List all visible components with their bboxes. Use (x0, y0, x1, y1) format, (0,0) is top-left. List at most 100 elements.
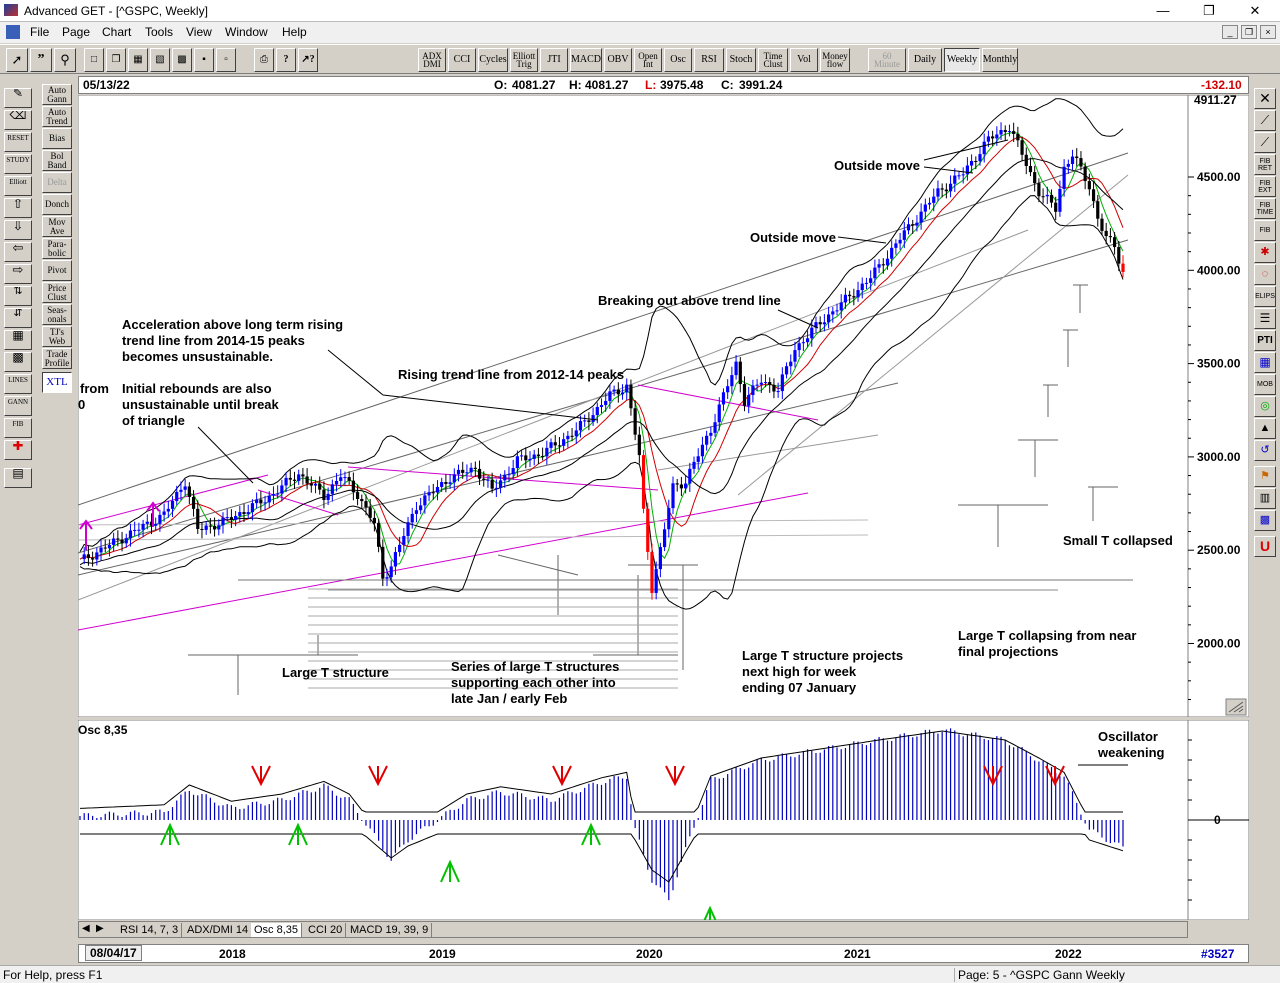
indicator-time-clust-button[interactable]: Time Clust (758, 48, 788, 72)
indicator-elliott-trig-button[interactable]: Elliott Trig (510, 48, 538, 72)
arrow-up-button[interactable]: ⇧ (4, 198, 32, 218)
fib-tool-button[interactable]: FIB (4, 418, 32, 438)
help-context-button[interactable]: ” (30, 48, 52, 72)
copy-page-button[interactable]: ❐ (106, 48, 126, 72)
study-bias-button[interactable]: Bias (42, 128, 72, 149)
menu-help[interactable]: Help (282, 25, 307, 39)
study-tjs-web-button[interactable]: TJ's Web (42, 326, 72, 347)
expand-button[interactable]: ⇵ (4, 308, 32, 328)
right-line-button[interactable]: ⟋ (1254, 110, 1276, 131)
grid-button[interactable]: ▦ (4, 330, 32, 350)
restore-button[interactable]: ❐ (1203, 3, 1215, 18)
reset-tool-button[interactable]: RESET (4, 132, 32, 152)
notes-button[interactable]: ▤ (4, 468, 32, 488)
zoom-button[interactable]: ⚲ (54, 48, 76, 72)
price-chart[interactable]: 4911.27 4500.00 4000.00 3500.00 3000.00 2500.… (78, 95, 1249, 717)
fib-fan-button[interactable]: ✱ (1254, 242, 1276, 263)
lines-tool-button[interactable]: LINES (4, 374, 32, 394)
crosshair-button[interactable]: ✚ (4, 440, 32, 460)
menu-view[interactable]: View (186, 25, 212, 39)
gann-tool-button[interactable]: GANN (4, 396, 32, 416)
tab-osc[interactable]: Osc 8,35 (251, 923, 303, 937)
period-monthly-button[interactable]: Monthly (982, 48, 1018, 72)
fib-ret-button[interactable]: FIB RET (1254, 154, 1276, 175)
fib-arc-button[interactable]: ◌ (1254, 264, 1276, 285)
study-auto-gann-button[interactable]: Auto Gann (42, 84, 72, 105)
chart-link-button-2[interactable]: ▧ (150, 48, 170, 72)
menu-chart[interactable]: Chart (102, 25, 132, 39)
trend-grid-button[interactable]: ▩ (1254, 510, 1276, 531)
indicator-rsi-button[interactable]: RSI (694, 48, 724, 72)
indicator-adx-dmi-button[interactable]: ADX DMI (418, 48, 446, 72)
mdi-restore-button[interactable]: ❐ (1241, 25, 1257, 39)
ellipse-button[interactable]: ELIPS (1254, 286, 1276, 307)
arrow-left-button[interactable]: ⇦ (4, 242, 32, 262)
study-pivot-button[interactable]: Pivot (42, 260, 72, 281)
study-bol-band-button[interactable]: Bol Band (42, 150, 72, 171)
study-mov-ave-button[interactable]: Mov Ave (42, 216, 72, 237)
tab-rsi[interactable]: RSI 14, 7, 3 (117, 923, 183, 937)
print-button[interactable]: ⎙ (254, 48, 274, 72)
menu-page[interactable]: Page (62, 25, 91, 39)
mdi-minimize-button[interactable]: _ (1222, 25, 1238, 39)
eraser-tool-button[interactable]: ⌫ (4, 110, 32, 130)
pointer-tool-button[interactable]: ➚ (6, 48, 28, 72)
tab-cci[interactable]: CCI 20 (305, 923, 347, 937)
indicator-cycles-button[interactable]: Cycles (478, 48, 508, 72)
period-daily-button[interactable]: Daily (908, 48, 942, 72)
menu-tools[interactable]: Tools (145, 25, 174, 39)
menu-file[interactable]: File (30, 25, 50, 39)
study-parabolic-button[interactable]: Para- bolic (42, 238, 72, 259)
indicator-obv-button[interactable]: OBV (604, 48, 632, 72)
indicator-jti-button[interactable]: JTI (540, 48, 568, 72)
help-button[interactable]: ? (276, 48, 296, 72)
right-line-button-2[interactable]: ⟋ (1254, 132, 1276, 153)
indicator-stoch-button[interactable]: Stoch (726, 48, 756, 72)
indicator-cci-button[interactable]: CCI (448, 48, 476, 72)
magnet-button[interactable]: U (1254, 536, 1276, 557)
pti-button[interactable]: PTI (1254, 330, 1276, 351)
arrow-right-button[interactable]: ⇨ (4, 264, 32, 284)
period-60-minute-button[interactable]: 60 Minute (868, 48, 906, 72)
right-close-button[interactable]: ✕ (1254, 88, 1276, 109)
indicator-osc-button[interactable]: Osc (664, 48, 692, 72)
document-icon[interactable] (6, 25, 20, 39)
oscillator-chart[interactable]: Osc 8,35 0 Oscillator weakening (78, 720, 1249, 920)
chart-link-button-3[interactable]: ▩ (172, 48, 192, 72)
chart-link-button-4[interactable]: ▪ (194, 48, 214, 72)
chart-marker-button[interactable]: ⚑ (1254, 466, 1276, 487)
study-price-clust-button[interactable]: Price Clust (42, 282, 72, 303)
pencil-tool-button[interactable]: ✎ (4, 88, 32, 108)
chart-link-button-5[interactable]: ▫ (216, 48, 236, 72)
arrow-down-button[interactable]: ⇩ (4, 220, 32, 240)
study-tool-button[interactable]: STUDY (4, 154, 32, 174)
study-trade-profile-button[interactable]: Trade Profile (42, 348, 72, 369)
study-donch-button[interactable]: Donch (42, 194, 72, 215)
whats-this-button[interactable]: ↗? (298, 48, 318, 72)
indicator-open-int-button[interactable]: Open Int (634, 48, 662, 72)
period-weekly-button[interactable]: Weekly (944, 48, 980, 72)
channel-tool-button[interactable]: ☰ (1254, 308, 1276, 329)
target-button[interactable]: ◎ (1254, 396, 1276, 417)
tab-adx-dmi[interactable]: ADX/DMI 14 (184, 923, 253, 937)
fib-ext-button[interactable]: FIB EXT (1254, 176, 1276, 197)
bars-button[interactable]: ▥ (1254, 488, 1276, 509)
study-seasonals-button[interactable]: Seas- onals (42, 304, 72, 325)
mob-button[interactable]: MOB (1254, 374, 1276, 395)
study-delta-button[interactable]: Delta (42, 172, 72, 193)
tab-scroll-right-icon[interactable]: ▶ (96, 923, 104, 934)
study-xtl-button[interactable]: XTL (42, 372, 72, 393)
elliott-tool-button[interactable]: Elliott (4, 176, 32, 196)
menu-window[interactable]: Window (225, 25, 268, 39)
indicator-vol-button[interactable]: Vol (790, 48, 818, 72)
mdi-close-button[interactable]: × (1260, 25, 1276, 39)
minimize-button[interactable]: — (1156, 3, 1170, 18)
tab-scroll-left-icon[interactable]: ◀ (82, 923, 90, 934)
channel-button[interactable]: ▩ (4, 352, 32, 372)
fib-time-button[interactable]: FIB TIME (1254, 198, 1276, 219)
compress-button[interactable]: ⇅ (4, 286, 32, 306)
study-auto-trend-button[interactable]: Auto Trend (42, 106, 72, 127)
tab-macd[interactable]: MACD 19, 39, 9 (347, 923, 433, 937)
scroll-corner[interactable] (1225, 698, 1247, 716)
up-triangle-button[interactable]: ▲ (1254, 418, 1276, 439)
